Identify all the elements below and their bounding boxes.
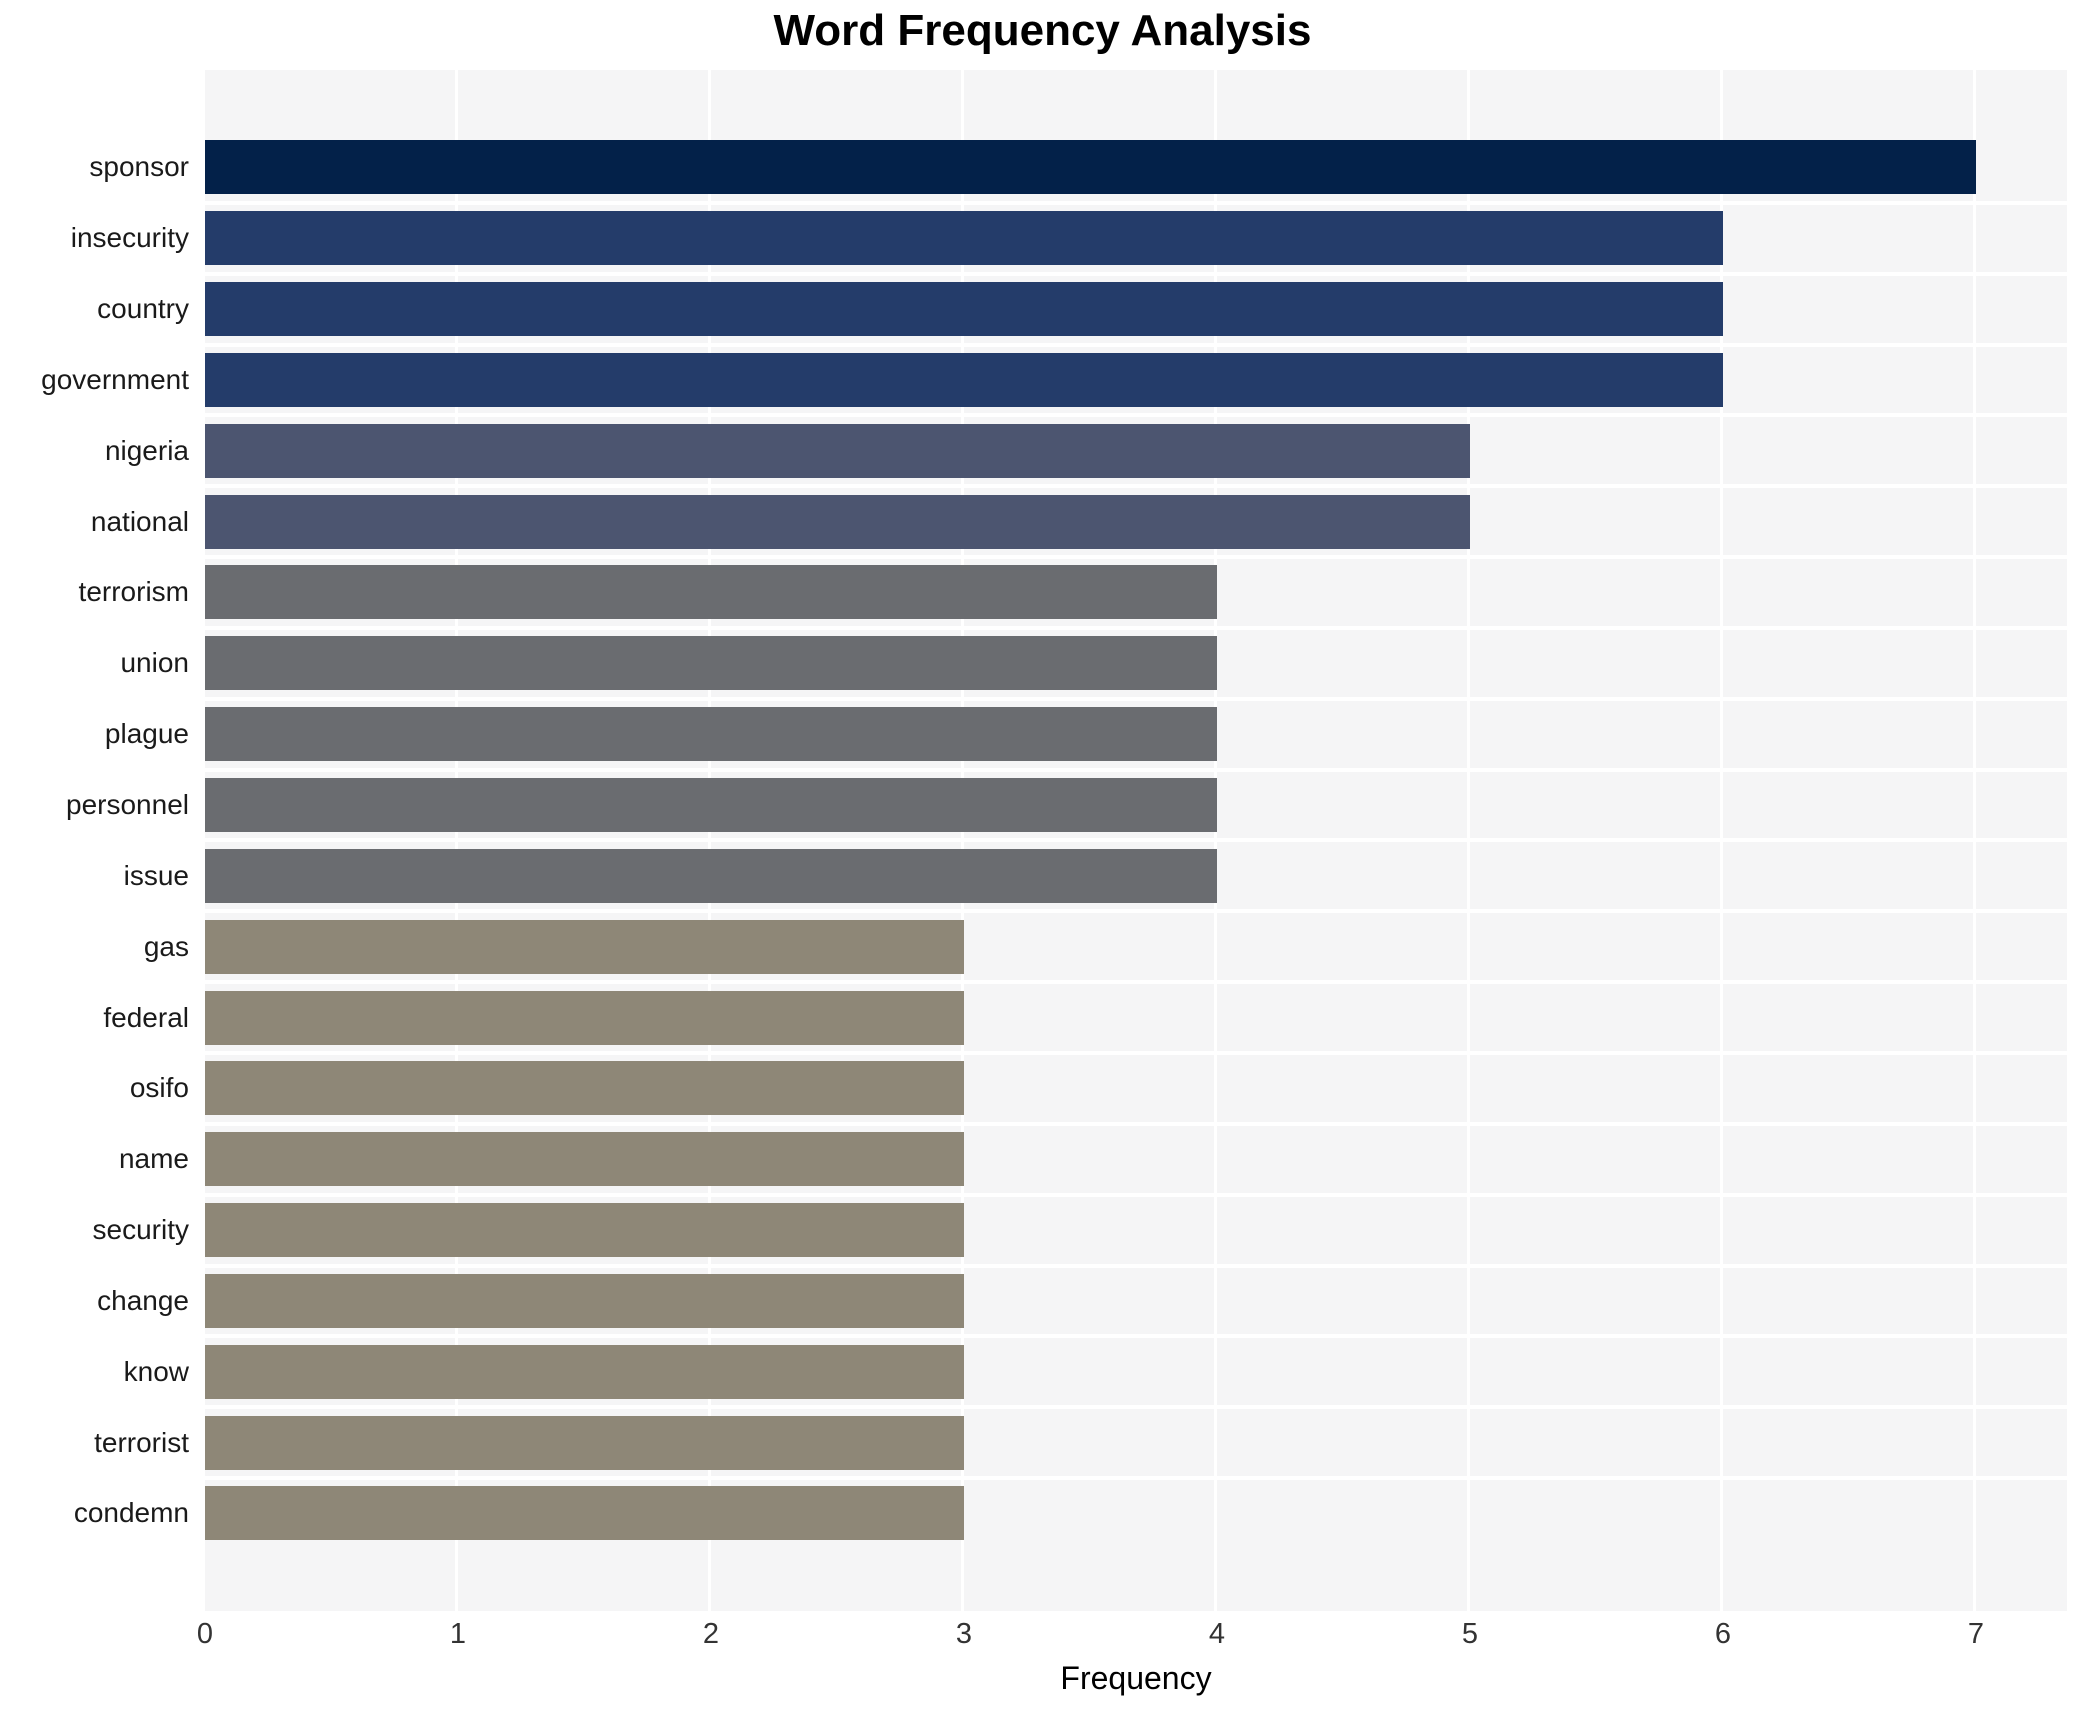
frequency-bar xyxy=(205,848,1217,903)
bar-row: terrorism xyxy=(79,555,2067,626)
bar-row: security xyxy=(93,1192,2067,1264)
bar-row: federal xyxy=(103,980,2067,1051)
bar-row: union xyxy=(120,625,2067,697)
x-tick-label: 3 xyxy=(955,1618,973,1650)
frequency-bar xyxy=(205,1344,964,1399)
category-label: osifo xyxy=(129,1072,189,1104)
frequency-bar xyxy=(205,778,1217,833)
bar-row: condemn xyxy=(74,1476,2067,1547)
x-tick-label: 4 xyxy=(1208,1618,1226,1650)
frequency-bar xyxy=(205,1415,964,1470)
bar-row: sponsor xyxy=(89,134,2067,201)
category-label: insecurity xyxy=(70,222,189,254)
category-label: sponsor xyxy=(89,151,189,183)
bar-row: name xyxy=(119,1121,2067,1193)
bar-row: terrorist xyxy=(94,1405,2067,1476)
x-tick-label: 5 xyxy=(1461,1618,1479,1650)
category-label: change xyxy=(97,1284,189,1316)
frequency-bar xyxy=(205,1132,964,1187)
bar-row: national xyxy=(91,484,2067,555)
category-label: national xyxy=(90,505,189,537)
bar-row: issue xyxy=(124,838,2067,909)
frequency-bar xyxy=(205,1486,964,1541)
x-tick-label: 0 xyxy=(196,1618,214,1650)
x-tick-label: 7 xyxy=(1967,1618,1984,1650)
x-axis-label: Frequency xyxy=(1060,1660,1212,1696)
frequency-bar xyxy=(205,211,1723,266)
category-label: security xyxy=(92,1214,189,1246)
x-tick-label: 1 xyxy=(449,1618,467,1650)
frequency-bar xyxy=(205,140,1976,195)
frequency-bar xyxy=(205,494,1470,549)
frequency-bar xyxy=(205,919,964,974)
category-label: know xyxy=(123,1355,189,1387)
category-label: terrorism xyxy=(78,576,189,608)
frequency-bar xyxy=(205,1061,964,1116)
bar-row: change xyxy=(97,1263,2067,1335)
bar-row: country xyxy=(97,271,2067,343)
category-label: union xyxy=(120,647,189,679)
bar-row: osifo xyxy=(130,1050,2067,1122)
frequency-bar xyxy=(205,565,1217,620)
category-label: issue xyxy=(123,859,189,891)
category-label: plague xyxy=(104,718,189,750)
category-label: terrorist xyxy=(94,1426,189,1458)
frequency-bar xyxy=(205,1273,964,1328)
bar-row: plague xyxy=(105,696,2067,768)
category-label: personnel xyxy=(66,789,189,821)
frequency-bar xyxy=(205,352,1723,407)
plot-area: sponsor insecurity country government nigeri… xyxy=(41,70,2067,1611)
bar-row: personnel xyxy=(66,767,2067,839)
frequency-bar xyxy=(205,707,1217,762)
category-label: nigeria xyxy=(104,434,189,466)
bar-row: gas xyxy=(144,909,2067,980)
category-label: country xyxy=(97,293,189,325)
category-label: condemn xyxy=(73,1497,189,1529)
category-label: federal xyxy=(103,1001,189,1033)
category-label: gas xyxy=(143,930,189,962)
bar-row: know xyxy=(124,1334,2067,1405)
frequency-bar xyxy=(205,990,964,1045)
x-tick-label: 2 xyxy=(702,1618,720,1650)
x-tick-label: 6 xyxy=(1714,1618,1731,1650)
bar-rows: sponsor insecurity country government nigeri… xyxy=(41,70,2067,1611)
category-label: government xyxy=(41,363,189,395)
frequency-bar xyxy=(205,282,1723,337)
bar-row: insecurity xyxy=(71,200,2067,272)
frequency-bar xyxy=(205,1203,964,1258)
bar-row: government xyxy=(41,342,2067,414)
bar-row: nigeria xyxy=(105,413,2067,484)
category-label: name xyxy=(118,1143,189,1175)
frequency-bar xyxy=(205,636,1217,691)
x-axis-ticks: 0 1 2 3 4 5 6 7 xyxy=(197,1618,2067,1658)
chart-title: Word Frequency Analysis xyxy=(773,6,1312,55)
frequency-bar xyxy=(205,423,1470,478)
